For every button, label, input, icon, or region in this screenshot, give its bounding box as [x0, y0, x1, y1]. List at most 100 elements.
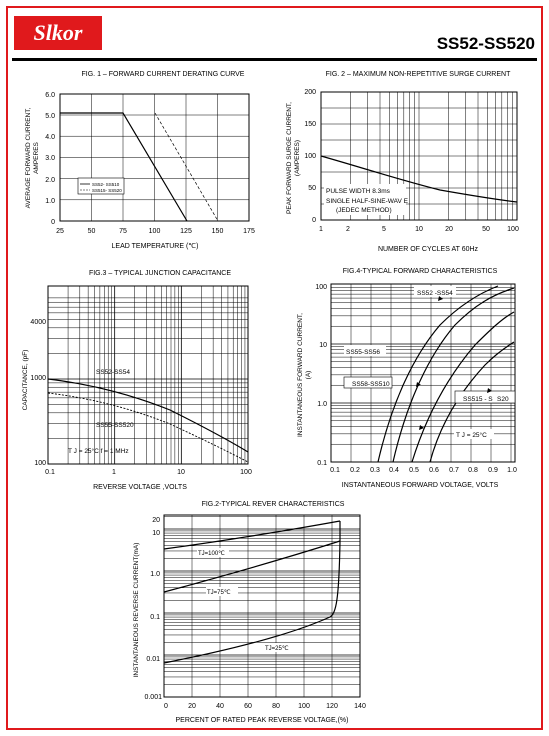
fig4-label-s20: S20 [497, 396, 509, 403]
fig2-ytick: 150 [304, 121, 316, 128]
fig3-title: FIG.3 – TYPICAL JUNCTION CAPACITANCE [89, 270, 231, 277]
brand-logo-text: Slkor [33, 20, 83, 45]
fig4-label-ss58: SS58-SS510 [352, 381, 390, 388]
fig2: FIG. 2 – MAXIMUM NON-REPETITIVE SURGE CU… [286, 71, 519, 253]
fig4-label-ss515: SS515 - S [463, 396, 493, 403]
fig4-curve-ss515-ss520 [429, 341, 515, 463]
fig1-xtick: 25 [56, 228, 64, 235]
fig1-ylabel-1: AVERAGE FORWARD CURRENT, [25, 107, 32, 208]
fig5-yticks: 0.001 0.01 0.1 1.0 10 20 [144, 517, 162, 701]
fig4-xticks: 0.1 0.2 0.3 0.4 0.5 0.6 0.7 0.8 0.9 1.0 [330, 467, 517, 474]
fig3-xtick: 10 [177, 469, 185, 476]
fig5-ytick: 0.001 [144, 694, 162, 701]
fig5-xtick: 100 [298, 703, 310, 710]
fig4-label-tj: T J = 25°C [456, 431, 487, 439]
fig4-xtick: 0.8 [468, 467, 478, 474]
fig2-ytick: 50 [308, 185, 316, 192]
fig3-curve-ss52-ss54 [47, 378, 249, 453]
fig5-xtick: 60 [244, 703, 252, 710]
fig1-ytick: 0 [51, 219, 55, 226]
fig3-grid [47, 286, 248, 464]
fig5-ytick: 10 [152, 530, 160, 537]
fig1-grid [60, 94, 249, 221]
fig5-curve-tj100 [163, 520, 341, 550]
fig1-title: FIG. 1 – FORWARD CURRENT DERATING CURVE [82, 71, 245, 78]
fig3-label-ss52: SS52-SS54 [96, 369, 130, 376]
fig2-title: FIG. 2 – MAXIMUM NON-REPETITIVE SURGE CU… [326, 71, 511, 78]
fig2-note-1: PULSE WIDTH 8.3ms [326, 188, 391, 195]
fig1-xtick: 75 [119, 228, 127, 235]
fig1-xtick: 100 [149, 228, 161, 235]
fig1-ytick: 3.0 [45, 155, 55, 162]
fig4-title: FIG.4-TYPICAL FORWARD CHARACTERISTICS [343, 268, 498, 275]
fig5-xtick: 120 [326, 703, 338, 710]
fig4-label-bg-1 [414, 286, 456, 297]
fig1-xtick: 150 [212, 228, 224, 235]
fig5-xtick: 80 [272, 703, 280, 710]
fig1-xlabel: LEAD TEMPERATURE (℃) [112, 243, 199, 250]
part-number: SS52-SS520 [436, 34, 535, 53]
fig5-curve-tj75 [163, 540, 341, 593]
fig1-ytick: 6.0 [45, 92, 55, 99]
fig2-xtick: 10 [415, 226, 423, 233]
fig4-xtick: 0.4 [389, 467, 399, 474]
fig5-ytick: 0.1 [150, 614, 160, 621]
fig4-yticks: 0.1 1.0 10 100 [315, 284, 327, 467]
fig1-curve-ss52-ss510 [60, 112, 188, 222]
fig4-curve-ss55-ss56 [392, 287, 515, 463]
fig1-ytick: 2.0 [45, 177, 55, 184]
fig3-xtick: 100 [240, 469, 252, 476]
page-border [6, 6, 543, 730]
fig1-ylabel-2: AMPERES [33, 141, 40, 173]
fig5-title: FIG.2-TYPICAL REVER CHARACTERISTICS [202, 501, 345, 508]
fig1-curve-ss515-ss520 [154, 112, 219, 222]
fig2-xlabel: NUMBER OF CYCLES AT 60Hz [378, 246, 479, 253]
fig3-ylabel: CAPACITANCE, (pF) [22, 350, 29, 411]
fig5-ytick: 0.01 [146, 656, 160, 663]
fig4-label-bg-tj [454, 429, 494, 439]
fig1-legend-2: SS515- SS520 [92, 188, 122, 193]
fig2-xtick: 100 [507, 226, 519, 233]
brand-logo: Slkor [14, 16, 102, 50]
fig2-ylabel-2: (AMPERES) [294, 140, 301, 176]
fig3-label-tj: T J = 25°C f = 1 MHz [68, 447, 129, 455]
fig3-xticks: 0.1 1 10 100 [45, 469, 252, 476]
fig4-xtick: 0.1 [330, 467, 340, 474]
fig5-xlabel: PERCENT OF RATED PEAK REVERSE VOLTAGE,(%… [176, 717, 349, 724]
fig1-xtick: 175 [243, 228, 255, 235]
fig3-xlabel: REVERSE VOLTAGE ,VOLTS [93, 484, 187, 491]
fig4-curve-ss52-ss54 [377, 285, 499, 463]
fig5-label-bg-3 [264, 643, 294, 652]
fig3-xtick: 0.1 [45, 469, 55, 476]
fig3-curve-ss55-ss520 [47, 392, 249, 463]
fig4-arrow [438, 296, 443, 301]
fig1-ytick: 1.0 [45, 198, 55, 205]
fig4-label-box-ss515 [454, 390, 516, 404]
fig5-label-bg-1 [197, 548, 229, 557]
fig5-ytick: 1.0 [150, 571, 160, 578]
fig4-frame [330, 283, 516, 463]
fig5-label-tj75: TJ=75℃ [207, 590, 231, 596]
fig2-xticks: 1 2 5 10 20 50 100 [319, 226, 519, 233]
fig2-ytick: 100 [304, 153, 316, 160]
fig1-yticks: 0 1.0 2.0 3.0 4.0 5.0 6.0 [45, 92, 55, 226]
fig4: FIG.4-TYPICAL FORWARD CHARACTERISTICS SS… [297, 268, 517, 489]
fig2-ylabel-1: PEAK FORWARD SURGE CURRENT, [286, 102, 293, 214]
fig3-ytick: 1000 [30, 375, 46, 382]
fig1-xtick: 125 [180, 228, 192, 235]
fig5-ytick: 20 [152, 517, 160, 524]
fig5-xtick: 140 [354, 703, 366, 710]
fig3-frame [47, 285, 249, 465]
fig1-ytick: 5.0 [45, 113, 55, 120]
fig3: FIG.3 – TYPICAL JUNCTION CAPACITANCE SS5… [22, 270, 252, 491]
fig5-xtick: 20 [188, 703, 196, 710]
fig3-ytick: 4000 [30, 319, 46, 326]
fig2-note-box [324, 184, 406, 215]
fig2-note-2: SINGLE HALF-SINE-WAV E [326, 198, 409, 205]
fig5: FIG.2-TYPICAL REVER CHARACTERISTICS TJ=1… [133, 501, 366, 724]
fig4-arrow [487, 388, 492, 393]
fig5-label-tj100: TJ=100℃ [198, 551, 225, 557]
fig4-arrow [419, 425, 424, 430]
fig5-label-bg-2 [206, 587, 238, 596]
fig4-xtick: 0.7 [449, 467, 459, 474]
